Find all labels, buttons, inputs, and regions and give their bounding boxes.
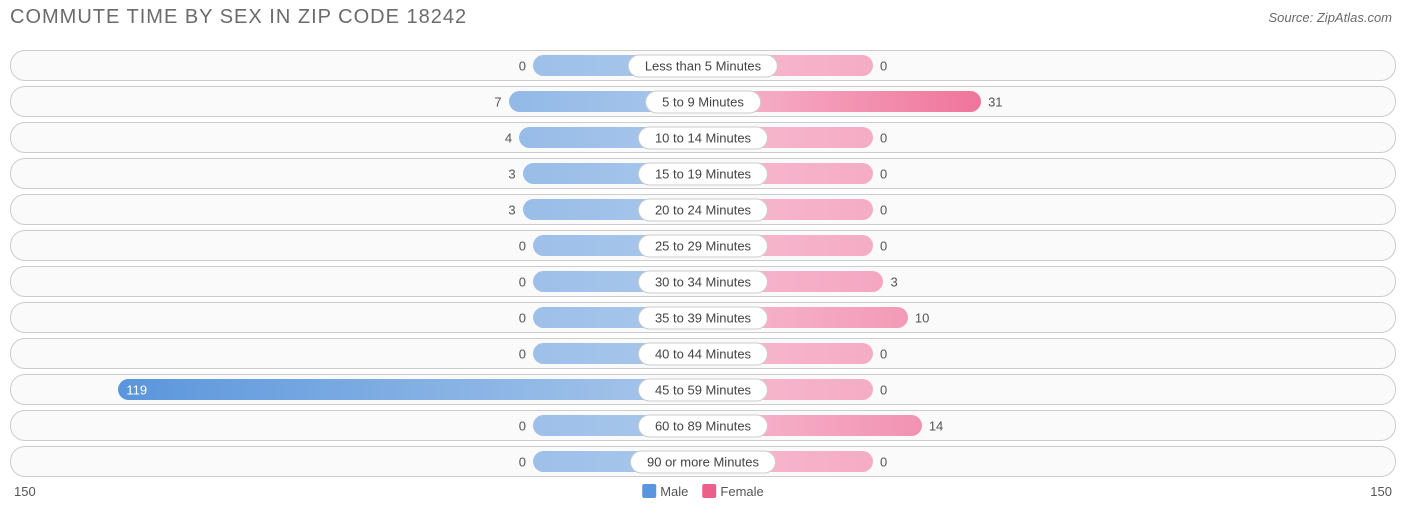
legend: Male Female xyxy=(642,484,764,499)
male-value: 0 xyxy=(519,346,526,361)
male-value: 3 xyxy=(508,166,515,181)
female-value: 0 xyxy=(880,166,887,181)
legend-female: Female xyxy=(702,484,763,499)
category-label: 30 to 34 Minutes xyxy=(638,270,768,293)
axis-max-right: 150 xyxy=(1370,484,1392,499)
chart-row: 25 to 29 Minutes 0 0 xyxy=(10,230,1396,261)
category-label: 90 or more Minutes xyxy=(630,450,776,473)
female-value: 0 xyxy=(880,346,887,361)
category-label: 5 to 9 Minutes xyxy=(645,90,761,113)
chart-title: COMMUTE TIME BY SEX IN ZIP CODE 18242 xyxy=(10,6,467,29)
female-value: 3 xyxy=(890,274,897,289)
chart-row: 20 to 24 Minutes 3 0 xyxy=(10,194,1396,225)
chart-row: 60 to 89 Minutes 0 14 xyxy=(10,410,1396,441)
male-value: 0 xyxy=(519,58,526,73)
male-value: 119 xyxy=(126,382,147,397)
male-value: 0 xyxy=(519,274,526,289)
chart-row: 5 to 9 Minutes 7 31 xyxy=(10,86,1396,117)
female-value: 0 xyxy=(880,130,887,145)
female-value: 0 xyxy=(880,202,887,217)
female-value: 10 xyxy=(915,310,929,325)
chart-row: 35 to 39 Minutes 0 10 xyxy=(10,302,1396,333)
female-value: 0 xyxy=(880,382,887,397)
male-value: 0 xyxy=(519,238,526,253)
chart-row: 90 or more Minutes 0 0 xyxy=(10,446,1396,477)
chart-row: 30 to 34 Minutes 0 3 xyxy=(10,266,1396,297)
category-label: 10 to 14 Minutes xyxy=(638,126,768,149)
male-value: 4 xyxy=(505,130,512,145)
male-swatch xyxy=(642,484,656,498)
chart-area: Less than 5 Minutes 0 0 5 to 9 Minutes 7 31 10… xyxy=(10,50,1396,493)
category-label: 35 to 39 Minutes xyxy=(638,306,768,329)
category-label: 20 to 24 Minutes xyxy=(638,198,768,221)
female-value: 31 xyxy=(988,94,1002,109)
category-label: 15 to 19 Minutes xyxy=(638,162,768,185)
chart-row: 10 to 14 Minutes 4 0 xyxy=(10,122,1396,153)
category-label: 25 to 29 Minutes xyxy=(638,234,768,257)
male-value: 0 xyxy=(519,418,526,433)
category-label: 60 to 89 Minutes xyxy=(638,414,768,437)
female-value: 0 xyxy=(880,238,887,253)
source-attribution: Source: ZipAtlas.com xyxy=(1268,10,1392,25)
female-value: 0 xyxy=(880,454,887,469)
male-bar xyxy=(118,379,703,400)
male-value: 7 xyxy=(494,94,501,109)
chart-row: 45 to 59 Minutes 119 0 xyxy=(10,374,1396,405)
male-value: 3 xyxy=(508,202,515,217)
female-swatch xyxy=(702,484,716,498)
category-label: 45 to 59 Minutes xyxy=(638,378,768,401)
male-value: 0 xyxy=(519,310,526,325)
female-value: 0 xyxy=(880,58,887,73)
axis-max-left: 150 xyxy=(14,484,36,499)
chart-row: 40 to 44 Minutes 0 0 xyxy=(10,338,1396,369)
chart-row: 15 to 19 Minutes 3 0 xyxy=(10,158,1396,189)
axis-legend-row: 150 150 Male Female xyxy=(10,482,1396,504)
category-label: 40 to 44 Minutes xyxy=(638,342,768,365)
chart-row: Less than 5 Minutes 0 0 xyxy=(10,50,1396,81)
category-label: Less than 5 Minutes xyxy=(628,54,778,77)
female-value: 14 xyxy=(929,418,943,433)
legend-male: Male xyxy=(642,484,688,499)
male-value: 0 xyxy=(519,454,526,469)
